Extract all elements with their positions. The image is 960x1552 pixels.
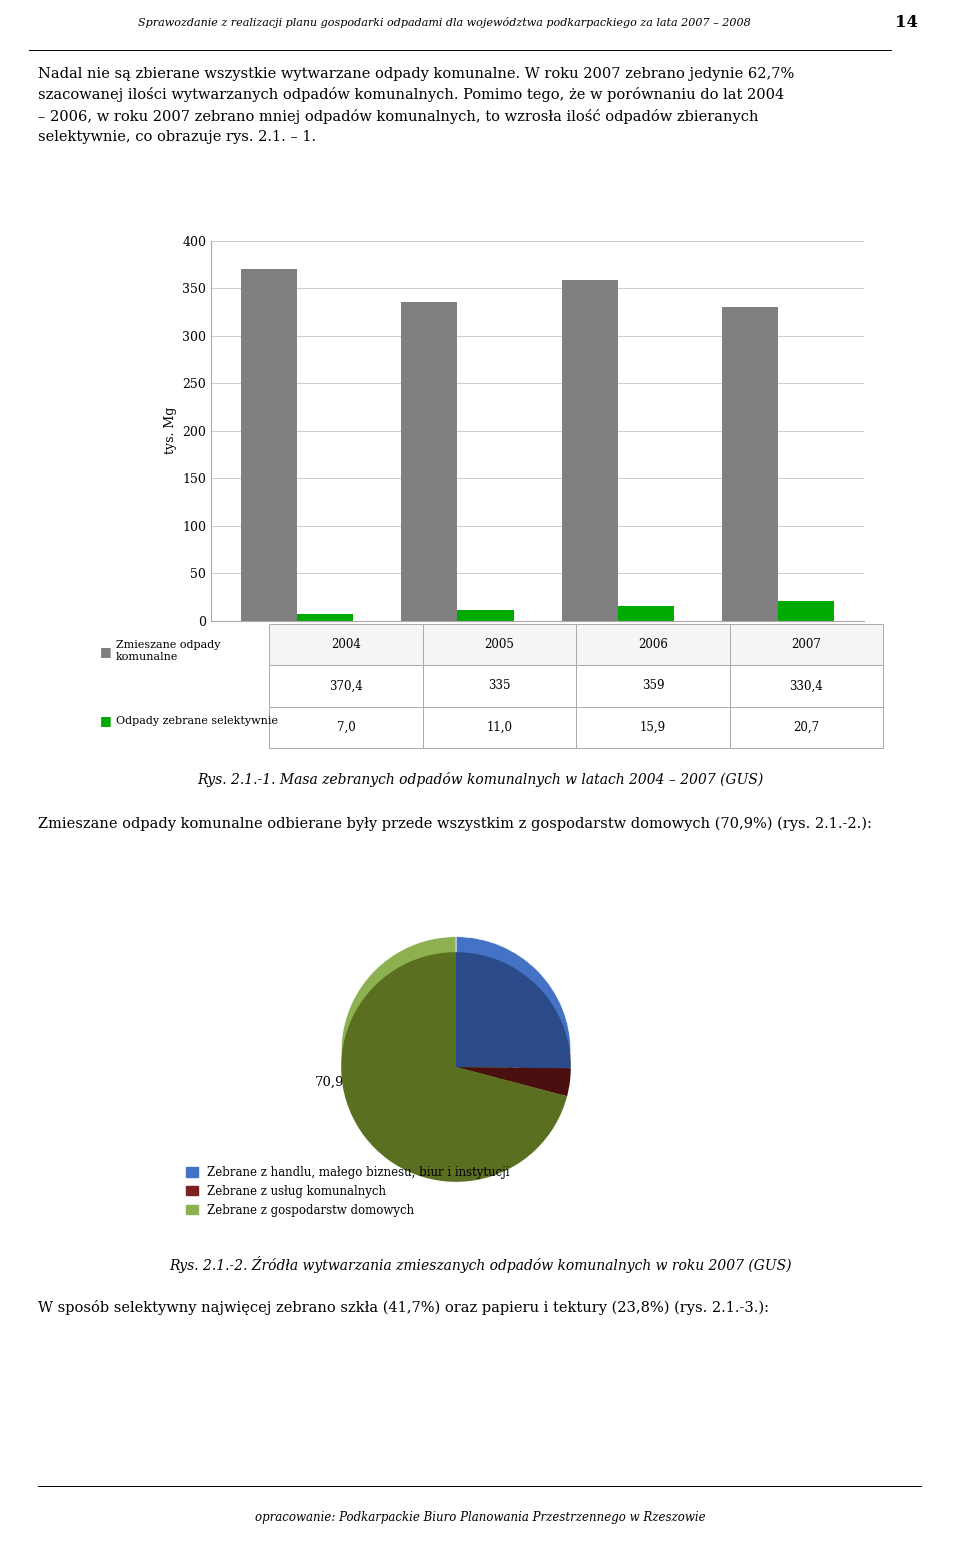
Text: ■: ■ (100, 714, 111, 728)
Text: Nadal nie są zbierane wszystkie wytwarzane odpady komunalne. W roku 2007 zebrano: Nadal nie są zbierane wszystkie wytwarza… (38, 67, 795, 144)
Text: Sprawozdanie z realizacji planu gospodarki odpadami dla województwa podkarpackie: Sprawozdanie z realizacji planu gospodar… (137, 17, 751, 28)
Bar (297, 615, 353, 621)
Text: 25,2: 25,2 (395, 970, 519, 1113)
Legend: Zebrane z handlu, małego biznesu, biur i instytucji, Zebrane z usług komunalnych: Zebrane z handlu, małego biznesu, biur i… (181, 1161, 515, 1221)
Bar (562, 279, 618, 621)
Bar (457, 610, 514, 621)
Text: ■: ■ (100, 644, 111, 658)
Text: Zmieszane odpady
komunalne: Zmieszane odpady komunalne (116, 641, 220, 663)
Text: opracowanie: Podkarpackie Biuro Planowania Przestrzennego w Rzeszowie: opracowanie: Podkarpackie Biuro Planowan… (254, 1510, 706, 1524)
Text: 3,9: 3,9 (487, 1035, 549, 1090)
Text: Rys. 2.1.-1. Masa zebranych odpadów komunalnych w latach 2004 – 2007 (GUS): Rys. 2.1.-1. Masa zebranych odpadów komu… (197, 773, 763, 787)
Y-axis label: tys. Mg: tys. Mg (164, 407, 177, 455)
Text: Rys. 2.1.-2. Źródła wytwarzania zmieszanych odpadów komunalnych w roku 2007 (GUS: Rys. 2.1.-2. Źródła wytwarzania zmieszan… (169, 1257, 791, 1273)
Text: Odpady zebrane selektywnie: Odpady zebrane selektywnie (116, 715, 277, 726)
Bar (779, 601, 834, 621)
Wedge shape (456, 1068, 571, 1096)
Text: W sposób selektywny najwięcej zebrano szkła (41,7%) oraz papieru i tektury (23,8: W sposób selektywny najwięcej zebrano sz… (38, 1301, 769, 1315)
Bar (241, 268, 297, 621)
Bar (401, 303, 457, 621)
Wedge shape (456, 1052, 571, 1080)
Bar (618, 605, 674, 621)
Text: 14: 14 (895, 14, 918, 31)
Bar (722, 307, 779, 621)
Wedge shape (456, 951, 571, 1068)
Text: 70,9: 70,9 (315, 1076, 372, 1090)
Wedge shape (456, 936, 571, 1052)
Wedge shape (341, 951, 567, 1181)
Text: Zmieszane odpady komunalne odbierane były przede wszystkim z gospodarstw domowyc: Zmieszane odpady komunalne odbierane był… (38, 816, 873, 830)
Wedge shape (341, 936, 567, 1166)
